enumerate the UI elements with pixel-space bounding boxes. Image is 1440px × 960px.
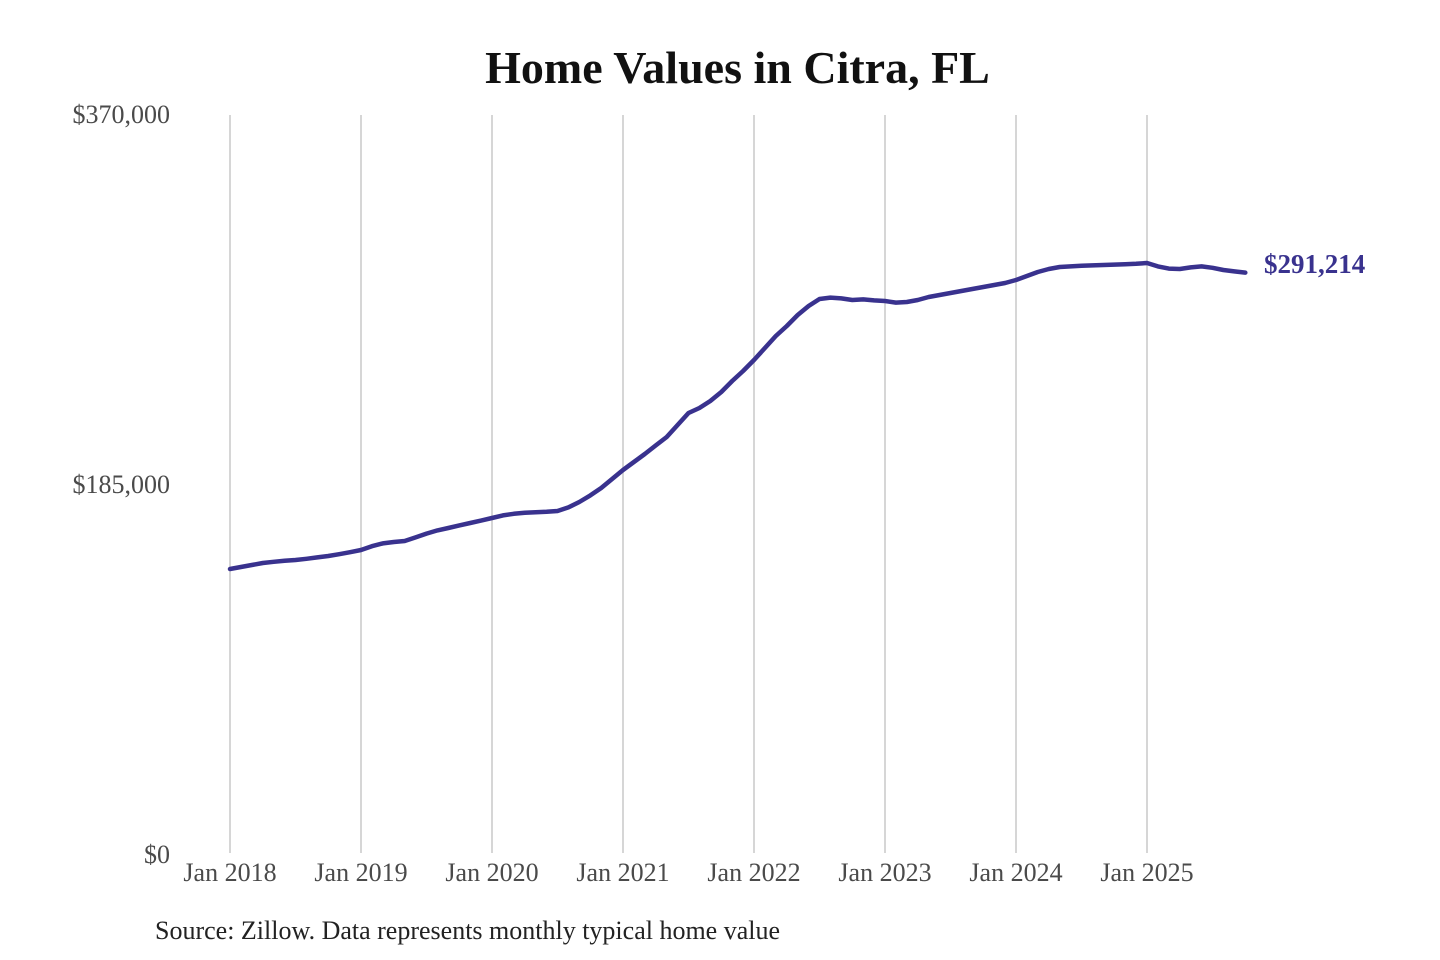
- y-axis-tick-185000: $185,000: [72, 470, 171, 499]
- x-axis-tick-jan-2020: Jan 2020: [445, 858, 539, 887]
- y-axis-tick-370000: $370,000: [72, 100, 171, 129]
- latest-value-label: $291,214: [1264, 249, 1366, 279]
- x-axis-tick-jan-2022: Jan 2022: [707, 858, 801, 887]
- source-note: Source: Zillow. Data represents monthly …: [155, 916, 781, 945]
- x-axis-tick-jan-2021: Jan 2021: [576, 858, 670, 887]
- x-axis-tick-jan-2024: Jan 2024: [969, 858, 1063, 887]
- y-axis-tick-0: $0: [144, 840, 170, 869]
- chart-title: Home Values in Citra, FL: [485, 42, 990, 93]
- x-axis-tick-jan-2018: Jan 2018: [183, 858, 277, 887]
- x-axis-tick-jan-2023: Jan 2023: [838, 858, 932, 887]
- home-value-line: [227, 260, 1248, 572]
- x-axis-tick-jan-2019: Jan 2019: [314, 858, 408, 887]
- x-axis-tick-jan-2025: Jan 2025: [1100, 858, 1194, 887]
